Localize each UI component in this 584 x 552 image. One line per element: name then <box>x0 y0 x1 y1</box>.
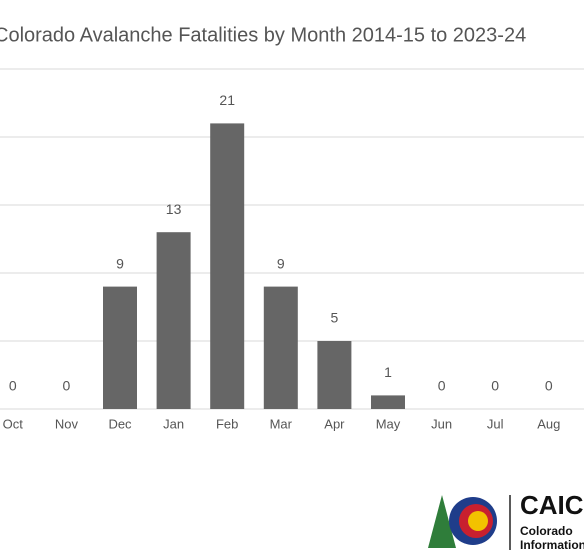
x-tick-label: Nov <box>55 416 79 431</box>
bar <box>210 123 245 410</box>
logo-tree <box>428 495 456 548</box>
x-tick-label: Jul <box>487 416 504 431</box>
x-tick-label: Oct <box>3 416 24 431</box>
data-label: 0 <box>438 378 446 394</box>
bar <box>103 286 137 409</box>
data-label: 9 <box>277 255 285 271</box>
logo-mark: CAIC <box>520 490 584 520</box>
data-label: 5 <box>331 310 339 326</box>
data-label: 13 <box>166 201 182 217</box>
x-tick-label: Jan <box>163 416 184 431</box>
bar <box>371 395 405 409</box>
data-label: 21 <box>219 92 235 108</box>
bar <box>263 286 298 409</box>
x-tick-label: Jun <box>431 416 452 431</box>
x-tick-label: Feb <box>216 416 238 431</box>
logo: CAIC Colorado Information <box>428 490 584 552</box>
data-label: 0 <box>9 378 17 394</box>
data-label: 0 <box>63 378 71 394</box>
x-tick-label: Mar <box>270 416 293 431</box>
x-tick-label: May <box>376 416 401 431</box>
chart-title: Colorado Avalanche Fatalities by Month 2… <box>0 24 526 46</box>
data-label: 0 <box>545 378 553 394</box>
bar <box>317 341 352 409</box>
x-tick-label: Dec <box>108 416 132 431</box>
x-tick-label: Apr <box>324 416 345 431</box>
logo-mask <box>499 495 584 552</box>
data-label: 1 <box>384 364 392 380</box>
logo-line1: Colorado <box>520 524 573 538</box>
data-label: 9 <box>116 255 124 271</box>
logo-sun <box>468 511 488 531</box>
x-tick-label: Aug <box>537 416 560 431</box>
data-label: 0 <box>491 378 499 394</box>
logo-line2: Information <box>520 538 584 552</box>
bar <box>156 232 191 409</box>
